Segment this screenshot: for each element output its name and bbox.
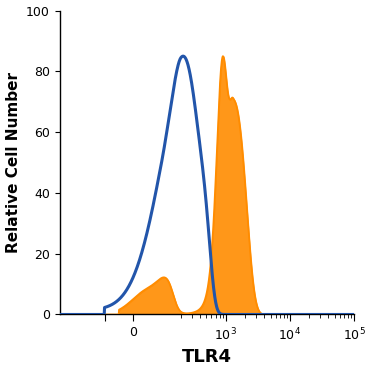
X-axis label: TLR4: TLR4 bbox=[182, 349, 232, 366]
Y-axis label: Relative Cell Number: Relative Cell Number bbox=[6, 72, 20, 253]
